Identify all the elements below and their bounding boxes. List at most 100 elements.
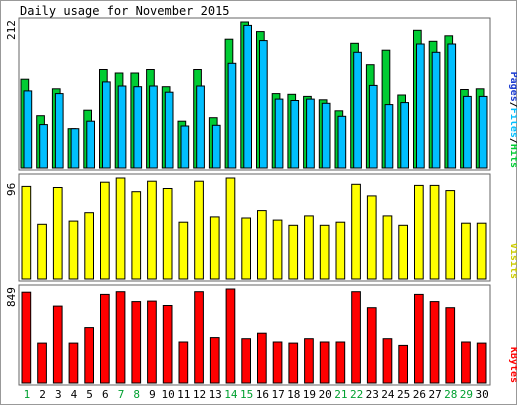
x-tick-label-7: 7: [118, 388, 125, 401]
legend-item: Files: [508, 108, 517, 138]
panel-visits: 96 Visits: [5, 173, 517, 282]
x-tick-label-22: 22: [350, 388, 363, 401]
x-tick-label-11: 11: [177, 388, 190, 401]
bar-files-day-10: [164, 91, 174, 169]
x-tick-label-15: 15: [240, 388, 253, 401]
bar-visits-day-27: [429, 184, 440, 280]
bar-files-day-17: [274, 98, 284, 169]
bar-files-day-23: [368, 84, 378, 169]
bar-kbytes-day-16: [257, 332, 267, 384]
x-tick-label-12: 12: [193, 388, 206, 401]
bar-kbytes-day-1: [21, 291, 32, 384]
x-tick-label-24: 24: [381, 388, 395, 401]
x-tick-label-8: 8: [133, 388, 140, 401]
bar-visits-day-1: [21, 185, 32, 280]
bar-files-day-2: [39, 124, 48, 169]
bar-visits-day-3: [52, 187, 63, 280]
y-max-label: 96: [5, 183, 18, 196]
bar-kbytes-day-21: [335, 341, 346, 384]
y-max-label: 849: [5, 287, 18, 307]
bar-kbytes-day-26: [414, 293, 424, 384]
bar-files-day-15: [243, 24, 253, 169]
x-tick-label-10: 10: [161, 388, 174, 401]
bar-kbytes-day-10: [162, 305, 173, 384]
bar-kbytes-day-28: [445, 307, 456, 384]
bar-files-day-9: [149, 85, 158, 169]
bar-visits-day-11: [178, 221, 189, 280]
bar-visits-day-25: [398, 224, 408, 280]
bar-visits-day-23: [366, 195, 377, 280]
panel-kbytes: 849 KBytes: [5, 284, 517, 386]
bar-visits-day-16: [257, 210, 267, 280]
bar-visits-day-21: [335, 221, 346, 280]
x-tick-label-17: 17: [271, 388, 284, 401]
bar-kbytes-day-23: [366, 307, 377, 384]
bar-files-day-24: [384, 104, 394, 169]
x-tick-label-18: 18: [287, 388, 300, 401]
bar-files-day-20: [321, 102, 331, 169]
bar-files-day-6: [102, 81, 111, 169]
bar-kbytes-day-25: [398, 344, 408, 384]
x-tick-label-1: 1: [24, 388, 31, 401]
bar-files-day-25: [400, 102, 409, 169]
x-tick-label-3: 3: [55, 388, 62, 401]
bar-kbytes-day-29: [461, 341, 471, 384]
x-tick-label-23: 23: [366, 388, 379, 401]
x-tick-label-27: 27: [428, 388, 441, 401]
x-tick-label-16: 16: [256, 388, 269, 401]
bar-files-day-27: [431, 51, 441, 169]
legend-visits: Visits: [508, 243, 517, 279]
bar-visits-day-15: [241, 217, 252, 280]
bar-kbytes-day-8: [131, 301, 142, 384]
legend-item: Hits: [508, 144, 517, 168]
bar-visits-day-22: [351, 183, 361, 280]
bar-files-day-30: [478, 95, 488, 169]
panel-frame: [18, 173, 491, 282]
x-tick-label-13: 13: [209, 388, 222, 401]
bar-files-day-18: [290, 100, 300, 169]
bar-files-day-7: [117, 85, 127, 169]
bar-kbytes-day-4: [68, 342, 79, 384]
x-tick-label-28: 28: [444, 388, 457, 401]
legend-item: Visits: [508, 243, 517, 279]
bar-files-day-12: [196, 85, 205, 169]
y-max-label: 212: [5, 20, 18, 40]
bar-kbytes-day-27: [429, 301, 440, 384]
bar-kbytes-day-14: [225, 288, 236, 384]
bar-kbytes-day-9: [147, 300, 157, 384]
bar-visits-day-2: [37, 223, 47, 280]
x-tick-label-4: 4: [71, 388, 78, 401]
x-tick-label-26: 26: [413, 388, 426, 401]
chart-title: Daily usage for November 2015: [20, 4, 230, 18]
legend-kbytes: KBytes: [508, 347, 517, 383]
bar-files-day-14: [227, 62, 237, 169]
bar-visits-day-7: [115, 177, 126, 280]
bar-kbytes-day-12: [194, 291, 204, 384]
panel-frame: [18, 284, 491, 386]
bar-visits-day-9: [147, 180, 157, 280]
legend-separator: /: [508, 138, 517, 144]
bar-visits-day-18: [288, 224, 299, 280]
bar-visits-day-6: [100, 181, 110, 280]
bar-files-day-21: [337, 115, 347, 169]
bar-visits-day-5: [84, 212, 95, 280]
bar-kbytes-day-6: [100, 293, 110, 384]
bar-visits-day-8: [131, 191, 142, 280]
x-tick-label-9: 9: [149, 388, 156, 401]
bar-files-day-4: [70, 128, 80, 169]
bar-visits-day-4: [68, 220, 79, 280]
bar-kbytes-day-2: [37, 342, 47, 384]
x-tick-label-6: 6: [102, 388, 109, 401]
bar-visits-day-12: [194, 180, 204, 280]
bar-kbytes-day-7: [115, 291, 126, 384]
bar-kbytes-day-22: [351, 291, 361, 384]
bar-kbytes-day-18: [288, 342, 299, 384]
bar-files-day-26: [416, 43, 425, 169]
bar-kbytes-day-15: [241, 338, 252, 384]
bar-files-day-28: [447, 43, 457, 169]
x-tick-label-21: 21: [334, 388, 347, 401]
bar-kbytes-day-5: [84, 327, 95, 384]
legend-item: Pages: [508, 72, 517, 102]
